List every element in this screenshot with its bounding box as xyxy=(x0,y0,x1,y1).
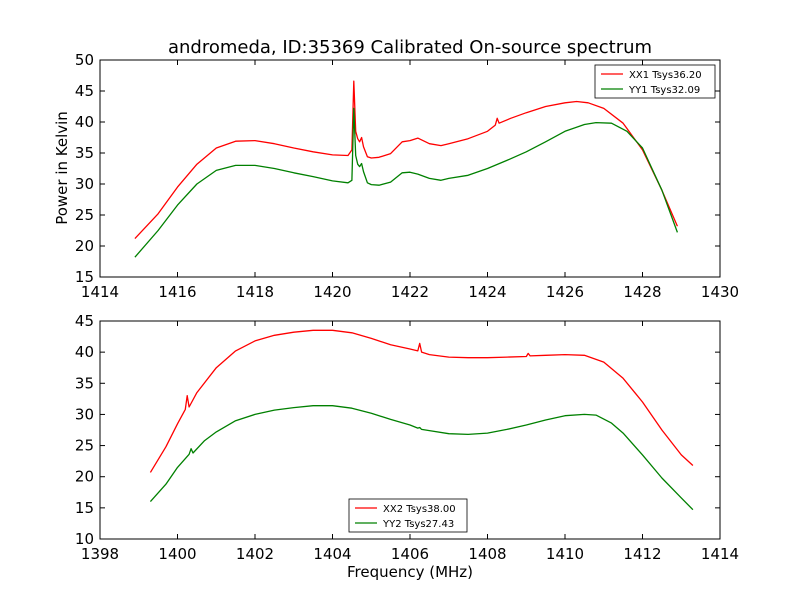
figure-title: andromeda, ID:35369 Calibrated On-source… xyxy=(168,37,652,58)
bottom-legend-label-yy2: YY2 Tsys27.43 xyxy=(382,519,454,530)
bottom-x-tick-label: 1408 xyxy=(468,545,506,563)
bottom-y-tick-label: 15 xyxy=(75,499,94,517)
top-x-tick-label: 1416 xyxy=(158,283,196,301)
bottom-y-tick-label: 25 xyxy=(75,437,94,455)
bottom-x-tick-label: 1402 xyxy=(236,545,274,563)
top-y-tick-label: 30 xyxy=(75,175,94,193)
bottom-legend-label-xx2: XX2 Tsys38.00 xyxy=(383,504,456,515)
top-y-tick-label: 35 xyxy=(75,144,94,162)
top-x-tick-label: 1420 xyxy=(313,283,351,301)
top-x-tick-label: 1414 xyxy=(81,283,119,301)
top-legend-box xyxy=(594,64,716,99)
bottom-x-tick-label: 1410 xyxy=(546,545,584,563)
top-y-tick-label: 15 xyxy=(75,268,94,286)
top-y-tick-label: 20 xyxy=(75,237,94,255)
bottom-x-tick-label: 1414 xyxy=(701,545,739,563)
bottom-y-tick-label: 10 xyxy=(75,530,94,548)
bottom-y-tick-label: 35 xyxy=(75,374,94,392)
bottom-y-tick-label: 40 xyxy=(75,343,94,361)
bottom-x-tick-label: 1398 xyxy=(81,545,119,563)
top-y-tick-label: 45 xyxy=(75,82,94,100)
top-x-tick-label: 1424 xyxy=(468,283,506,301)
top-spectrum-panel: 1414 1416 1418 1420 1422 1424 1426 1428 1430 15 2… xyxy=(53,51,739,301)
top-series-line-yy1 xyxy=(134,107,679,258)
top-x-ticks: 1414 1416 1418 1420 1422 1424 1426 1428 1430 xyxy=(81,60,739,301)
top-y-tick-label: 40 xyxy=(75,113,94,131)
top-y-tick-label: 25 xyxy=(75,206,94,224)
bottom-x-tick-label: 1406 xyxy=(391,545,429,563)
bottom-x-tick-label: 1400 xyxy=(158,545,196,563)
top-legend-label-xx1: XX1 Tsys36.20 xyxy=(629,70,702,81)
top-x-tick-label: 1426 xyxy=(546,283,584,301)
top-y-tick-label: 50 xyxy=(75,51,94,69)
top-x-tick-label: 1430 xyxy=(701,283,739,301)
bottom-legend: XX2 Tsys38.00 YY2 Tsys27.43 xyxy=(348,498,468,533)
bottom-y-tick-label: 20 xyxy=(75,468,94,486)
top-y-axis-label: Power in Kelvin xyxy=(53,111,71,225)
bottom-spectrum-panel: 1398 1400 1402 1404 1406 1408 1410 1412 1414 101… xyxy=(75,312,739,581)
bottom-y-tick-label: 45 xyxy=(75,312,94,330)
top-legend-label-yy1: YY1 Tsys32.09 xyxy=(628,85,700,96)
bottom-legend-box xyxy=(348,498,468,533)
top-x-tick-label: 1418 xyxy=(236,283,274,301)
bottom-x-axis-label: Frequency (MHz) xyxy=(347,563,473,581)
top-y-ticks: 15 20 25 30 35 40 45 50 xyxy=(75,51,720,286)
bottom-x-tick-label: 1404 xyxy=(313,545,351,563)
top-series-line-xx1 xyxy=(134,80,678,240)
bottom-y-ticks: 10 15 20 25 30 35 40 45 xyxy=(75,312,720,548)
bottom-x-ticks: 1398 1400 1402 1404 1406 1408 1410 1412 1414 xyxy=(81,321,739,563)
bottom-y-tick-label: 30 xyxy=(75,405,94,423)
top-series-lines xyxy=(134,80,679,258)
top-x-tick-label: 1422 xyxy=(391,283,429,301)
top-legend: XX1 Tsys36.20 YY1 Tsys32.09 xyxy=(594,64,716,99)
bottom-series-line-yy2 xyxy=(149,405,694,511)
top-x-tick-label: 1428 xyxy=(623,283,661,301)
bottom-x-tick-label: 1412 xyxy=(623,545,661,563)
bottom-series-line-xx2 xyxy=(149,329,694,473)
bottom-series-lines xyxy=(149,329,694,511)
